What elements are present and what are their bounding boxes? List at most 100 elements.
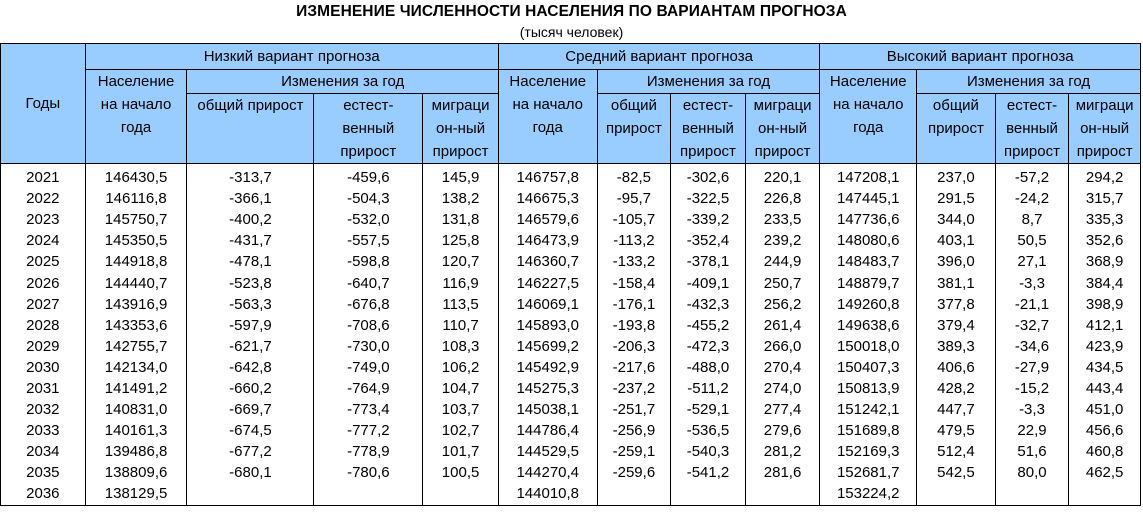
header-low-natural-growth: естест- венный прирост [313,93,424,164]
cell-year: 2025 [0,251,86,273]
cell-low-population: 143916,9 [84,293,188,315]
cell-mid-migration-growth: 220,1 [744,167,821,189]
cell-high-migration-growth: 352,6 [1068,230,1141,252]
cell-low-population: 138809,6 [84,462,188,484]
cell-high-natural-growth: 22,9 [994,420,1070,442]
cell-high-population: 147445,1 [819,188,918,210]
cell-low-natural-growth: -459,6 [313,167,424,189]
cell-high-migration-growth: 294,2 [1068,167,1141,189]
table-row: 2026 144440,7 -523,8 -640,7 116,9 146227,5 -15… [0,272,1141,294]
cell-year: 2029 [0,335,86,357]
header-variant-medium: Средний вариант прогноза [497,43,821,70]
cell-mid-total-growth: -251,7 [596,399,672,421]
cell-mid-population: 145038,1 [497,399,598,421]
cell-mid-total-growth: -133,2 [596,251,672,273]
cell-low-natural-growth: -676,8 [313,293,424,315]
cell-high-total-growth: 512,4 [916,441,996,463]
cell-low-natural-growth: -777,2 [313,420,424,442]
cell-low-migration-growth [422,483,499,506]
cell-year: 2028 [0,314,86,336]
cell-high-natural-growth: 50,5 [994,230,1070,252]
cell-low-total-growth: -669,7 [186,399,315,421]
cell-low-total-growth: -597,9 [186,314,315,336]
header-mid-migration-growth: миграци он-ный прирост [744,93,821,164]
cell-high-natural-growth: -32,7 [994,314,1070,336]
cell-mid-natural-growth [670,483,746,506]
cell-high-natural-growth: -34,6 [994,335,1070,357]
cell-low-migration-growth: 102,7 [422,420,499,442]
cell-low-population: 139486,8 [84,441,188,463]
cell-high-migration-growth: 368,9 [1068,251,1141,273]
header-high-population: Население на начало года [819,69,918,164]
cell-low-natural-growth: -778,9 [313,441,424,463]
cell-low-natural-growth: -557,5 [313,230,424,252]
table-row: 2021 146430,5 -313,7 -459,6 145,9 146757,8 -82… [0,167,1141,189]
cell-low-migration-growth: 145,9 [422,167,499,189]
cell-year: 2030 [0,356,86,378]
table-row: 2025 144918,8 -478,1 -598,8 120,7 146360,7 -13… [0,251,1141,273]
cell-low-migration-growth: 101,7 [422,441,499,463]
cell-low-migration-growth: 131,8 [422,209,499,231]
cell-high-total-growth [916,483,996,506]
cell-mid-natural-growth: -541,2 [670,462,746,484]
cell-mid-population: 144010,8 [497,483,598,506]
cell-high-total-growth: 447,7 [916,399,996,421]
cell-high-natural-growth: -27,9 [994,356,1070,378]
table-row: 2036 138129,5 144010,8 153224,2 [0,483,1141,506]
cell-low-total-growth: -523,8 [186,272,315,294]
cell-mid-migration-growth: 239,2 [744,230,821,252]
cell-year: 2033 [0,420,86,442]
cell-mid-total-growth: -158,4 [596,272,672,294]
cell-high-migration-growth [1068,483,1141,506]
cell-low-population: 140831,0 [84,399,188,421]
cell-mid-total-growth: -217,6 [596,356,672,378]
cell-mid-migration-growth: 244,9 [744,251,821,273]
cell-year: 2036 [0,483,86,506]
cell-high-migration-growth: 434,5 [1068,356,1141,378]
cell-high-natural-growth: 80,0 [994,462,1070,484]
cell-year: 2034 [0,441,86,463]
cell-low-natural-growth: -730,0 [313,335,424,357]
cell-mid-natural-growth: -488,0 [670,356,746,378]
cell-low-population: 138129,5 [84,483,188,506]
cell-high-population: 147208,1 [819,167,918,189]
cell-mid-natural-growth: -472,3 [670,335,746,357]
cell-year: 2026 [0,272,86,294]
cell-mid-migration-growth: 274,0 [744,377,821,400]
cell-mid-migration-growth: 279,6 [744,420,821,442]
cell-high-total-growth: 396,0 [916,251,996,273]
cell-low-migration-growth: 104,7 [422,377,499,400]
cell-mid-total-growth: -105,7 [596,209,672,231]
cell-low-total-growth: -366,1 [186,188,315,210]
cell-low-total-growth: -478,1 [186,251,315,273]
cell-year: 2023 [0,209,86,231]
cell-high-natural-growth: -24,2 [994,188,1070,210]
cell-high-population: 150407,3 [819,356,918,378]
table-row: 2035 138809,6 -680,1 -780,6 100,5 144270,4 -25… [0,462,1141,484]
cell-mid-population: 145275,3 [497,377,598,400]
cell-mid-natural-growth: -302,6 [670,167,746,189]
cell-low-migration-growth: 106,2 [422,356,499,378]
table-row: 2032 140831,0 -669,7 -773,4 103,7 145038,1 -25… [0,399,1141,421]
cell-year: 2021 [0,167,86,189]
cell-high-natural-growth: -3,3 [994,272,1070,294]
table-row: 2033 140161,3 -674,5 -777,2 102,7 144786,4 -25… [0,420,1141,442]
cell-high-population: 150018,0 [819,335,918,357]
header-mid-population: Население на начало года [497,69,598,164]
cell-mid-migration-growth: 281,2 [744,441,821,463]
cell-mid-population: 144270,4 [497,462,598,484]
cell-high-total-growth: 344,0 [916,209,996,231]
cell-high-migration-growth: 315,7 [1068,188,1141,210]
cell-mid-natural-growth: -378,1 [670,251,746,273]
cell-high-migration-growth: 384,4 [1068,272,1141,294]
cell-mid-natural-growth: -322,5 [670,188,746,210]
cell-mid-natural-growth: -529,1 [670,399,746,421]
cell-high-natural-growth: 27,1 [994,251,1070,273]
cell-mid-natural-growth: -455,2 [670,314,746,336]
cell-mid-total-growth [596,483,672,506]
cell-mid-population: 145699,2 [497,335,598,357]
cell-high-population: 147736,6 [819,209,918,231]
header-low-changes: Изменения за год [186,69,499,94]
cell-low-population: 146116,8 [84,188,188,210]
table-header: Годы Низкий вариант прогноза Средний вар… [0,43,1141,164]
